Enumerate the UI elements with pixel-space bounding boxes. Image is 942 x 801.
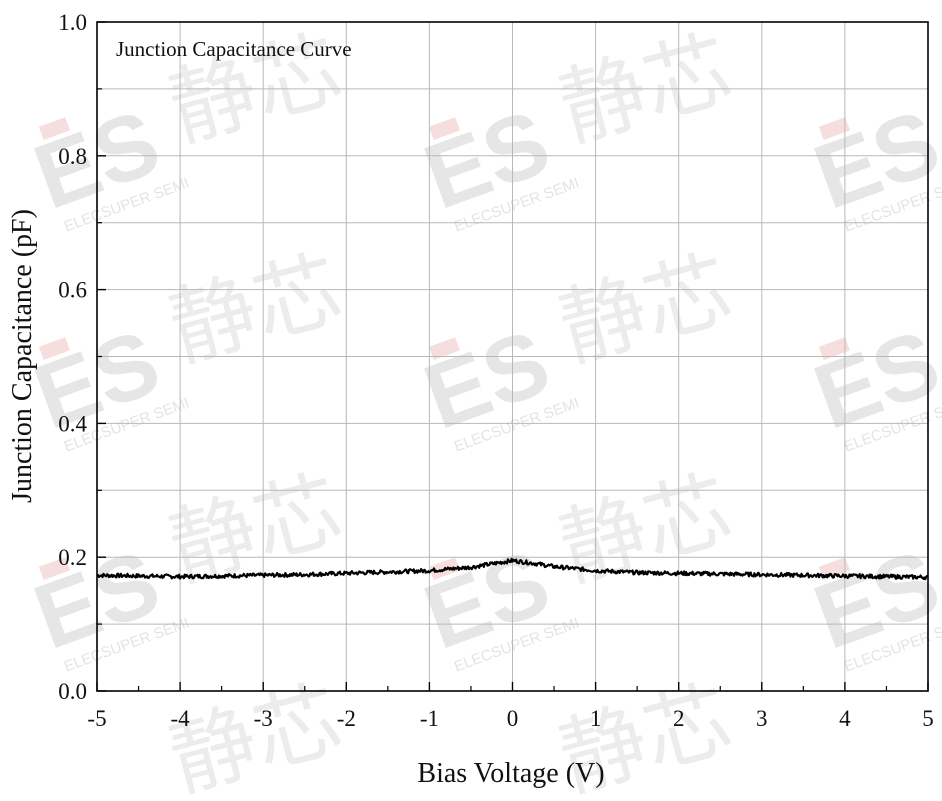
x-tick-label: -4 — [171, 706, 191, 731]
watermark-accent — [818, 337, 850, 360]
watermark-cn-text: 静芯 — [160, 239, 352, 380]
watermark-accent — [38, 337, 70, 360]
watermark-accent — [38, 117, 70, 140]
watermark-accent — [428, 337, 460, 360]
legend-label: Junction Capacitance Curve — [116, 37, 352, 61]
x-tick-label: 2 — [673, 706, 685, 731]
series-layer — [96, 557, 929, 581]
series-line — [96, 557, 929, 581]
watermark-accent — [428, 117, 460, 140]
x-tick-label: -3 — [254, 706, 273, 731]
x-tick-label: 5 — [922, 706, 934, 731]
watermark-cn-text: 静芯 — [160, 459, 352, 600]
ticks-layer — [96, 21, 929, 692]
y-tick-label: 0.2 — [58, 545, 87, 570]
watermark-cn-text: 静芯 — [160, 669, 352, 796]
tick-labels-layer: -5 -4 -3 -2 -1 0 1 2 3 4 5 0.0 0.2 0.4 0.6 0.8 1.0 — [58, 10, 934, 731]
watermark-cn-text: 静芯 — [550, 19, 742, 160]
x-tick-label: 1 — [590, 706, 602, 731]
x-tick-label: 4 — [839, 706, 851, 731]
y-tick-label: 0.6 — [58, 278, 87, 303]
y-axis-title: Junction Capacitance (pF) — [7, 209, 38, 503]
x-tick-label: 3 — [756, 706, 768, 731]
x-axis-title: Bias Voltage (V) — [417, 758, 604, 789]
x-tick-label: -1 — [420, 706, 439, 731]
y-tick-label: 0.0 — [58, 679, 87, 704]
y-tick-label: 1.0 — [58, 10, 87, 35]
x-tick-label: 0 — [507, 706, 519, 731]
watermark-cn-text: 静芯 — [550, 459, 742, 600]
x-tick-label: -5 — [87, 706, 106, 731]
y-tick-label: 0.8 — [58, 144, 87, 169]
grid-layer — [96, 21, 929, 692]
y-tick-label: 0.4 — [58, 411, 87, 436]
x-tick-label: -2 — [337, 706, 356, 731]
watermark-cn-text: 静芯 — [550, 239, 742, 380]
watermark-accent — [38, 557, 70, 580]
watermark-accent — [818, 117, 850, 140]
